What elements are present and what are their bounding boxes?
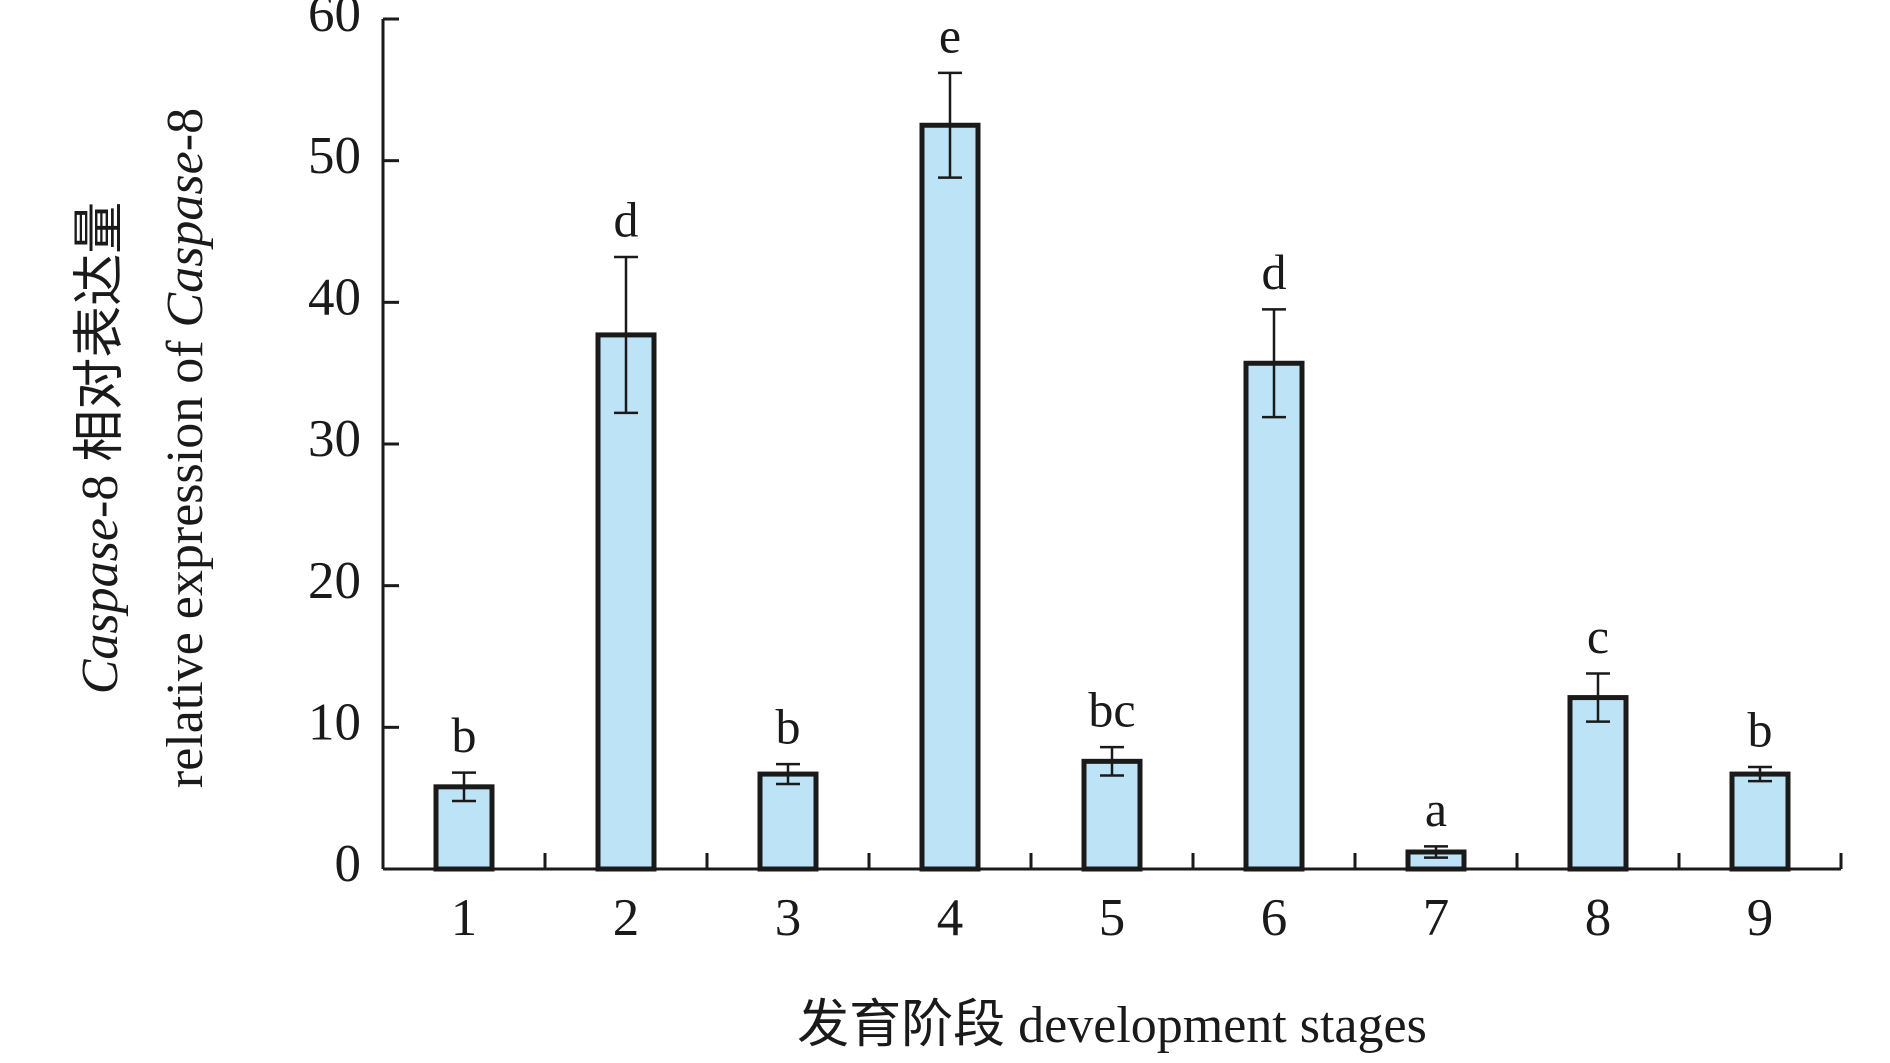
x-tick-label: 6 [1261, 889, 1288, 947]
y-tick-label: 30 [308, 410, 361, 468]
y-tick-label: 20 [308, 552, 361, 610]
bar [1729, 771, 1791, 872]
x-tick-label: 4 [937, 889, 964, 947]
y-axis-title: Caspase-8 相对表达量 [72, 202, 129, 695]
y-axis-title: relative expression of Caspase-8 [157, 108, 214, 788]
y-axis-title-part: -8 相对表达量 [72, 202, 129, 518]
significance-letter: b [1748, 701, 1773, 757]
x-tick-label: 9 [1747, 889, 1774, 947]
bar [757, 771, 819, 872]
y-tick-label: 40 [308, 268, 361, 326]
bar [1567, 695, 1629, 872]
significance-letter: b [776, 699, 801, 755]
x-tick-label: 1 [451, 889, 478, 947]
y-tick-label: 0 [335, 835, 362, 893]
y-axis-title-part: -8 [157, 108, 214, 151]
x-tick-label: 8 [1585, 889, 1612, 947]
bar [919, 122, 981, 872]
x-tick-label: 7 [1423, 889, 1450, 947]
x-tick-label: 5 [1099, 889, 1126, 947]
bar [1243, 360, 1305, 872]
bar [595, 332, 657, 872]
x-axis-title: 发育阶段 development stages [797, 997, 1427, 1054]
x-tick-label: 3 [775, 889, 802, 947]
significance-letter: d [1262, 244, 1287, 300]
significance-letter: bc [1088, 682, 1135, 738]
significance-letter: e [939, 7, 961, 63]
y-axis-title-part: Caspase [157, 151, 214, 327]
y-axis-title-part: relative expression of [157, 327, 214, 788]
significance-letter: b [452, 707, 477, 763]
x-tick-label: 2 [613, 889, 640, 947]
significance-letter: d [614, 191, 639, 247]
y-tick-label: 60 [308, 0, 361, 43]
bar [1081, 758, 1143, 872]
y-axis-title-part: Caspase [72, 518, 129, 694]
y-tick-label: 10 [308, 693, 361, 751]
significance-letter: a [1425, 781, 1447, 837]
significance-letter: c [1587, 608, 1609, 664]
y-tick-label: 50 [308, 127, 361, 185]
